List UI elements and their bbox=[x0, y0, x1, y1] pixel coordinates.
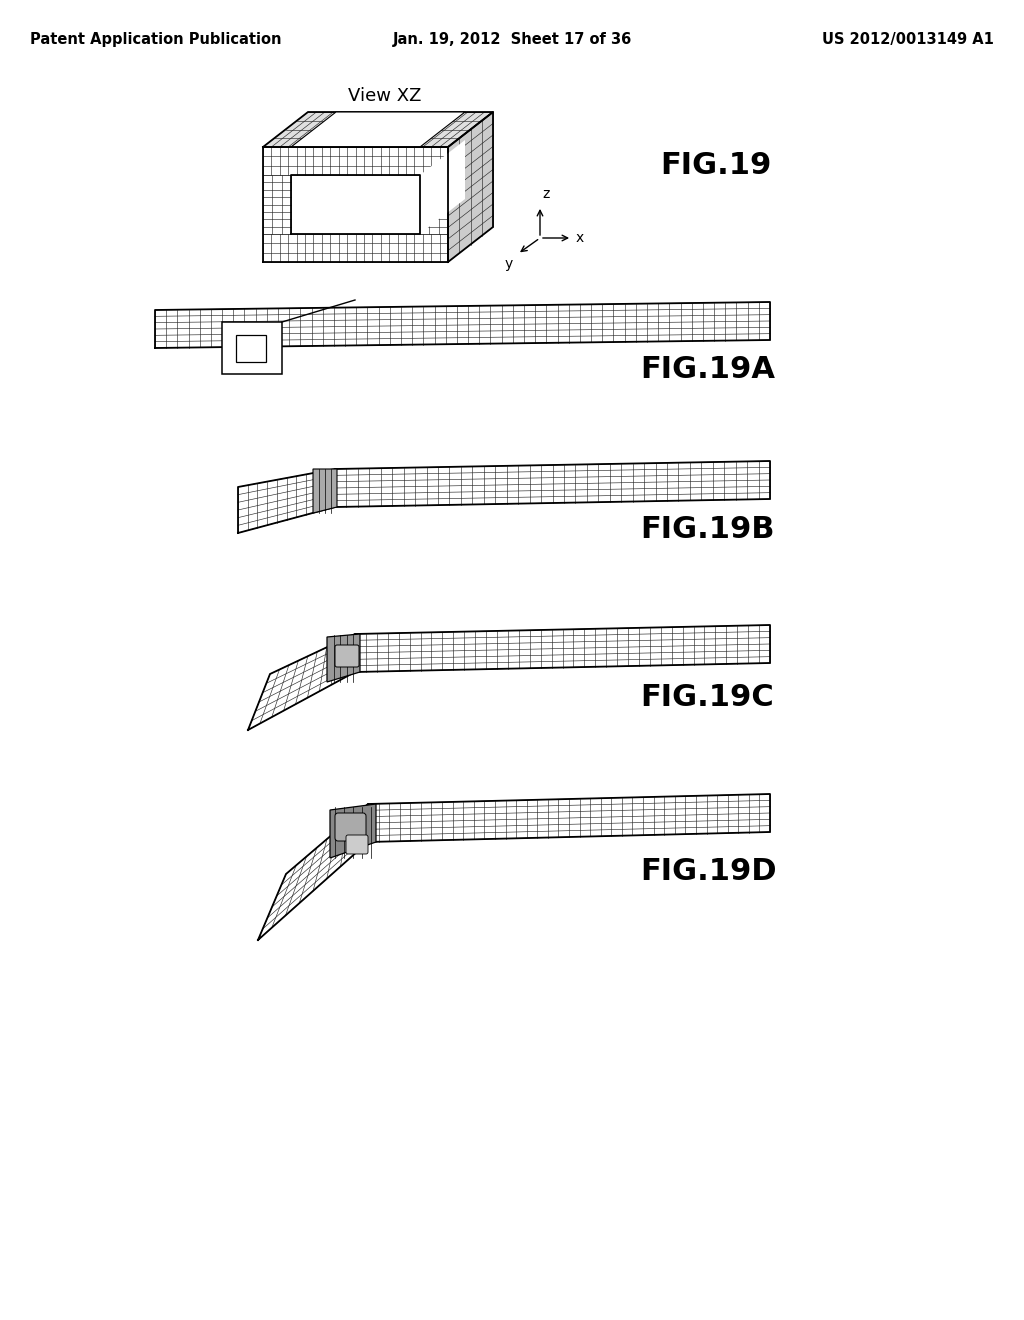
FancyBboxPatch shape bbox=[335, 813, 366, 841]
Polygon shape bbox=[420, 140, 465, 234]
Text: FIG.19A: FIG.19A bbox=[640, 355, 775, 384]
Text: Patent Application Publication: Patent Application Publication bbox=[30, 32, 282, 48]
Text: z: z bbox=[542, 187, 549, 201]
Text: FIG.19B: FIG.19B bbox=[640, 516, 774, 544]
Polygon shape bbox=[330, 804, 376, 858]
Bar bbox=[236, 335, 266, 362]
Text: FIG.19C: FIG.19C bbox=[640, 684, 774, 713]
Text: y: y bbox=[505, 257, 513, 271]
Polygon shape bbox=[291, 112, 465, 147]
Polygon shape bbox=[327, 634, 360, 682]
Text: FIG.19: FIG.19 bbox=[660, 150, 771, 180]
Text: x: x bbox=[575, 231, 585, 246]
Text: View XZ: View XZ bbox=[348, 87, 422, 106]
Polygon shape bbox=[449, 112, 493, 261]
Bar bbox=[263, 147, 449, 261]
Polygon shape bbox=[313, 469, 337, 513]
Text: US 2012/0013149 A1: US 2012/0013149 A1 bbox=[822, 32, 994, 48]
Text: Jan. 19, 2012  Sheet 17 of 36: Jan. 19, 2012 Sheet 17 of 36 bbox=[392, 32, 632, 48]
Text: FIG.19D: FIG.19D bbox=[640, 858, 776, 887]
FancyBboxPatch shape bbox=[346, 836, 368, 854]
Bar bbox=[222, 322, 282, 374]
FancyBboxPatch shape bbox=[335, 645, 359, 667]
Polygon shape bbox=[263, 112, 493, 147]
